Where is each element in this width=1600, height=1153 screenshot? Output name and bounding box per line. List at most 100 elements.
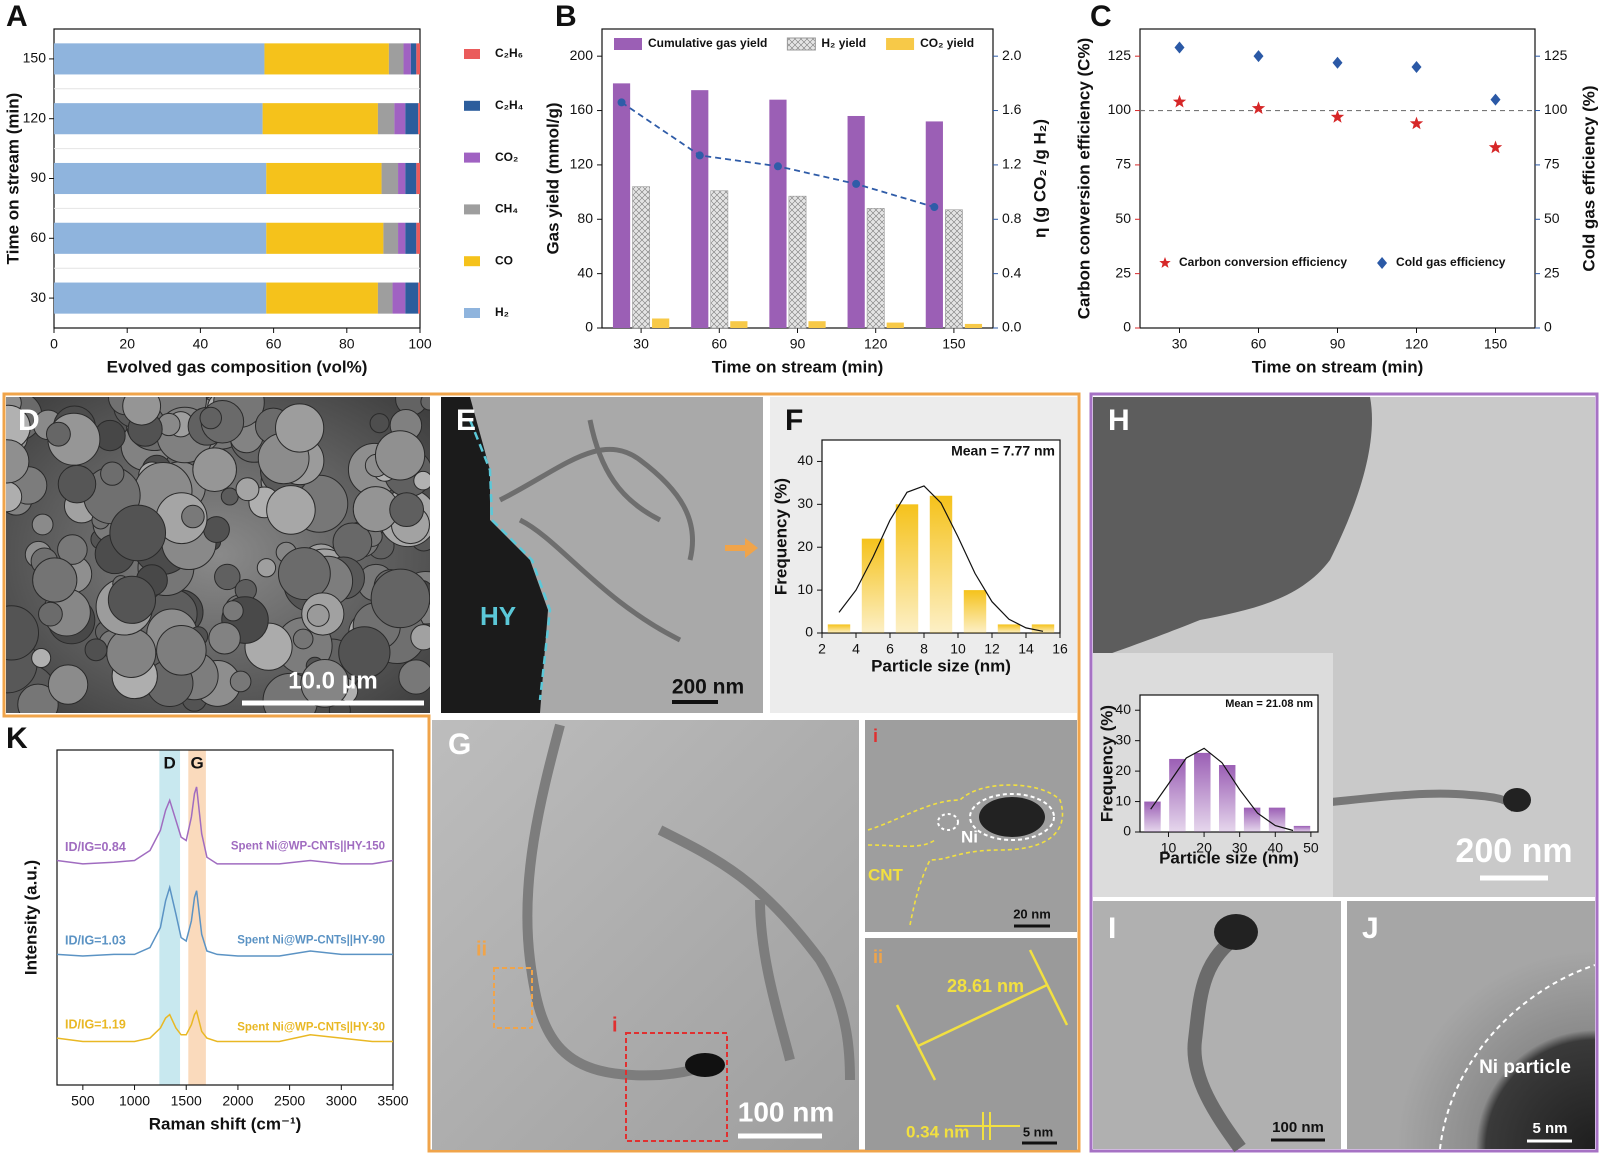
- zoom-box: [493, 967, 533, 1029]
- legend-swatch: [464, 152, 480, 163]
- bar-segment: [403, 43, 411, 75]
- texture: [203, 516, 230, 543]
- texture: [31, 513, 54, 536]
- bar: [997, 624, 1021, 633]
- bar: [827, 624, 851, 633]
- point: [930, 203, 939, 212]
- x-tick-label: 10: [1161, 840, 1177, 856]
- legend-label: H₂: [495, 305, 509, 319]
- point: [1411, 61, 1422, 74]
- cnt: [522, 723, 855, 1081]
- legend-swatch: [614, 38, 642, 50]
- fit-curve: [1150, 747, 1294, 832]
- y-tick-label: 80: [577, 210, 593, 226]
- x-tick-label: 2500: [274, 1093, 305, 1109]
- texture: [369, 413, 390, 434]
- texture: [292, 628, 314, 650]
- legend-label: C₂H₆: [495, 46, 523, 60]
- band-label: D: [164, 753, 176, 772]
- y-tick-label: 0.8: [1002, 210, 1022, 226]
- bar: [632, 186, 651, 329]
- cnt: [498, 419, 696, 643]
- panel-letter: C: [1090, 0, 1112, 33]
- spectrum: [56, 1009, 393, 1043]
- bar: [964, 323, 983, 328]
- point: [1377, 257, 1388, 269]
- aggregate: [1093, 397, 1372, 660]
- y-tick-label: 0: [1544, 319, 1552, 335]
- texture: [57, 464, 97, 504]
- x-tick-label: 1000: [119, 1093, 150, 1109]
- x-tick-label: 90: [790, 336, 806, 352]
- spectrum: [56, 884, 393, 957]
- y-tick-label: 150: [23, 50, 47, 66]
- texture: [45, 421, 71, 447]
- tem-image: [865, 720, 1077, 932]
- bar-segment: [381, 162, 399, 195]
- point: [695, 151, 704, 160]
- arrow: [725, 538, 758, 558]
- bar-segment: [410, 43, 417, 75]
- texture: [300, 659, 350, 708]
- texture: [420, 397, 430, 411]
- scale-label: 200 nm: [1455, 832, 1572, 870]
- x-tick-label: 30: [1232, 840, 1248, 856]
- texture: [222, 600, 244, 622]
- y-tick-label: 50: [1544, 210, 1560, 226]
- x-tick-label: 12: [984, 641, 1000, 657]
- texture: [214, 563, 241, 591]
- x-tick-label: 100: [408, 336, 432, 352]
- frame: [1089, 392, 1599, 1153]
- outline: [867, 784, 1064, 926]
- cnt: [1187, 929, 1246, 1153]
- bar-segment: [266, 222, 384, 254]
- region-label: Ni particle: [1479, 1057, 1571, 1078]
- bar: [1293, 825, 1311, 832]
- x-tick-label: 60: [712, 336, 728, 352]
- point: [1332, 56, 1343, 69]
- y-axis-label: Frequency (%): [1097, 705, 1116, 822]
- point: [1409, 116, 1424, 130]
- bar: [788, 195, 807, 329]
- bar: [895, 504, 919, 633]
- legend-swatch: [464, 308, 480, 318]
- panel-letter: B: [555, 0, 577, 33]
- y-tick-label: 50: [1115, 210, 1131, 226]
- y2-axis-label: Cold gas efficiency (%): [1579, 85, 1598, 271]
- legend-swatch: [786, 37, 816, 51]
- point: [1174, 41, 1185, 54]
- scale-label: 10.0 μm: [288, 667, 377, 694]
- bar-segment: [262, 103, 378, 135]
- panel-letter: A: [6, 0, 28, 33]
- x-tick-label: 16: [1052, 641, 1068, 657]
- bar-segment: [394, 103, 406, 135]
- x-tick-label: 40: [193, 336, 209, 352]
- y-axis-label: Time on stream (min): [3, 93, 22, 265]
- fit-curve: [838, 485, 1044, 632]
- ni-particle: [1214, 914, 1258, 950]
- ni-particle: [1503, 788, 1531, 812]
- bar: [691, 90, 709, 328]
- bar: [612, 83, 631, 328]
- bar-segment: [405, 282, 419, 314]
- scale-label: 5 nm: [1532, 1120, 1567, 1137]
- texture: [266, 485, 316, 535]
- texture: [100, 461, 125, 486]
- series-label: Spent Ni@WP-CNTs||HY-150: [231, 841, 385, 853]
- legend-label: Cumulative gas yield: [648, 36, 767, 50]
- bar-segment: [405, 222, 417, 254]
- ratio-label: ID/IG=1.19: [65, 1017, 126, 1031]
- texture: [199, 406, 223, 430]
- y2-axis-label: η (g CO₂ /g H₂): [1030, 119, 1049, 238]
- y-tick-label: 1.2: [1002, 156, 1022, 172]
- bar-segment: [54, 103, 263, 135]
- bar: [1218, 765, 1236, 832]
- bar: [1243, 807, 1261, 832]
- x-tick-label: 3500: [377, 1093, 408, 1109]
- outline: [937, 813, 959, 831]
- bar: [1194, 752, 1211, 832]
- texture: [107, 575, 157, 624]
- y-tick-label: 0: [1123, 319, 1131, 335]
- x-axis-label: Particle size (nm): [871, 656, 1011, 675]
- panel-letter: G: [448, 728, 471, 761]
